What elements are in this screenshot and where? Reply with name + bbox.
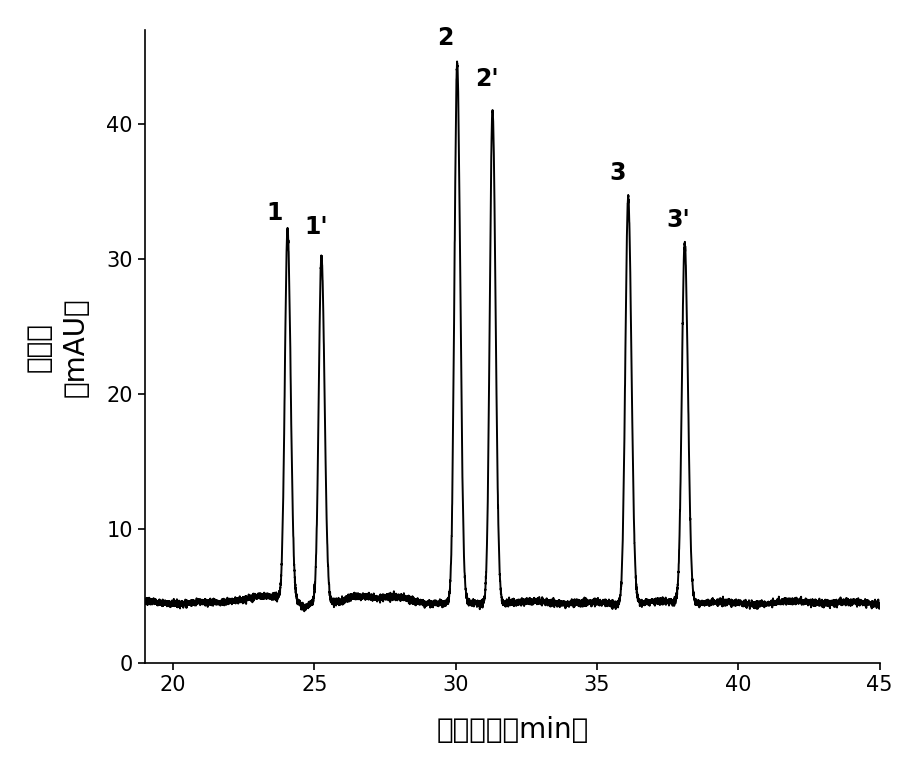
- Text: 3: 3: [610, 161, 626, 185]
- Y-axis label: 吸收值
（mAU）: 吸收值 （mAU）: [25, 297, 90, 397]
- Text: 3': 3': [666, 208, 690, 232]
- Text: 1: 1: [266, 201, 283, 225]
- X-axis label: 迁移时间（min）: 迁移时间（min）: [436, 716, 588, 744]
- Text: 1': 1': [304, 215, 328, 239]
- Text: 2': 2': [476, 67, 499, 91]
- Text: 2: 2: [437, 26, 453, 50]
